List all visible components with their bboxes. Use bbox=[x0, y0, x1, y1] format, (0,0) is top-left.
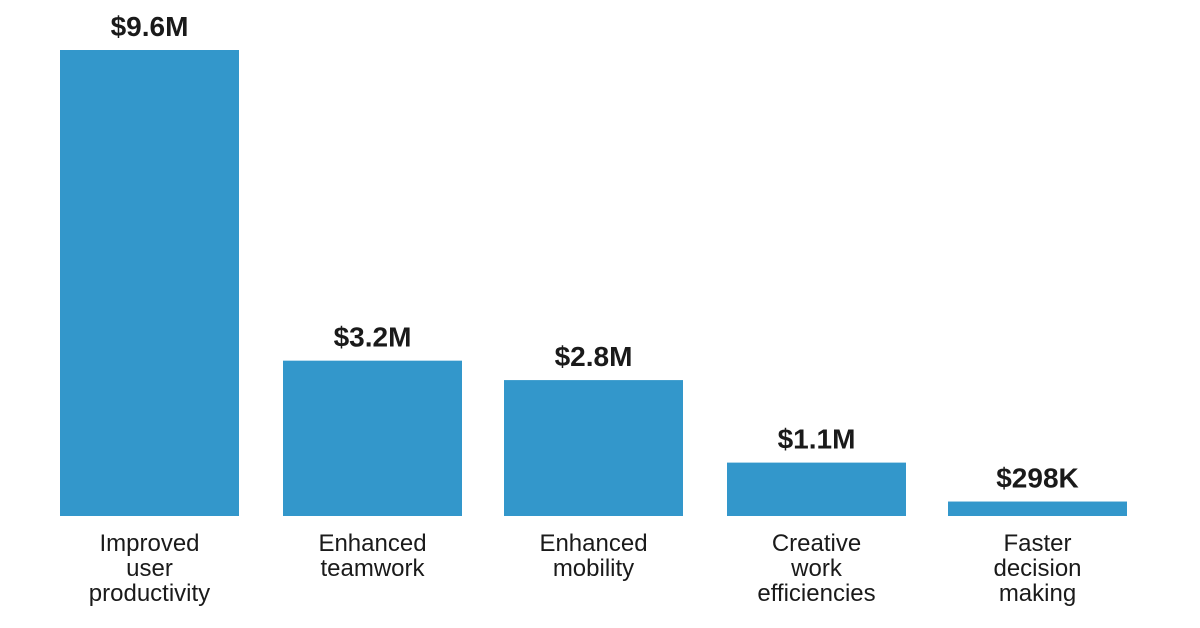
category-label-2: Enhanced teamwork bbox=[318, 530, 426, 582]
category-label-5: Faster decision making bbox=[993, 530, 1081, 607]
category-label-4: Creative work efficiencies bbox=[757, 530, 875, 607]
bar-4 bbox=[727, 462, 906, 516]
bar-1 bbox=[60, 50, 239, 516]
bar-value-label-5: $298K bbox=[996, 463, 1079, 494]
category-label-line: work bbox=[790, 555, 843, 582]
category-label-line: Faster bbox=[1003, 530, 1071, 557]
category-label-1: Improved user productivity bbox=[89, 530, 210, 607]
bar-value-label-4: $1.1M bbox=[778, 424, 856, 455]
category-label-line: efficiencies bbox=[757, 580, 875, 607]
bar-value-label-3: $2.8M bbox=[555, 341, 633, 372]
category-label-line: productivity bbox=[89, 580, 210, 607]
category-label-line: Enhanced bbox=[539, 530, 647, 557]
bar-2 bbox=[283, 360, 462, 516]
category-label-line: decision bbox=[993, 555, 1081, 582]
category-label-line: making bbox=[999, 580, 1076, 607]
category-label-line: teamwork bbox=[320, 555, 425, 582]
category-label-3: Enhanced mobility bbox=[539, 530, 647, 582]
bar-value-label-1: $9.6M bbox=[111, 11, 189, 42]
bar-value-label-2: $3.2M bbox=[334, 322, 412, 353]
bar-5 bbox=[948, 501, 1127, 516]
bar-3 bbox=[504, 380, 683, 516]
category-label-line: Enhanced bbox=[318, 530, 426, 557]
category-label-line: mobility bbox=[553, 555, 634, 582]
category-label-line: Creative bbox=[772, 530, 861, 557]
category-label-line: user bbox=[126, 555, 173, 582]
category-label-line: Improved bbox=[99, 530, 199, 557]
